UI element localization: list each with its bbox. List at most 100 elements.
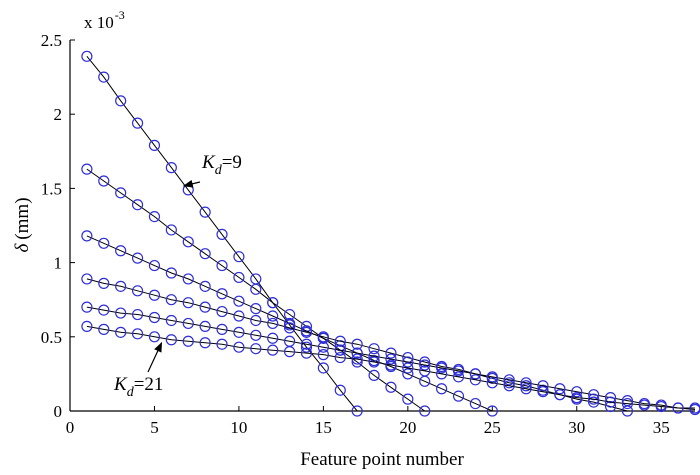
data-point: [486, 405, 498, 417]
data-point: [368, 369, 380, 381]
data-point: [250, 343, 262, 355]
data-point: [621, 397, 634, 410]
data-point: [317, 349, 329, 361]
data-point: [351, 353, 363, 365]
multiplier-exponent: -3: [115, 8, 125, 22]
data-point: [283, 322, 296, 334]
y-tick-label: 0: [54, 402, 63, 421]
data-point: [216, 323, 228, 335]
data-point: [267, 332, 279, 344]
data-point: [98, 304, 110, 316]
data-point: [385, 347, 397, 359]
x-axis-label: Feature point number: [300, 449, 464, 470]
series-4: [81, 273, 634, 417]
multiplier-base: x 10: [84, 13, 114, 32]
x-tick-label: 0: [66, 418, 75, 437]
data-point: [131, 328, 144, 340]
data-point: [351, 405, 363, 417]
data-point: [419, 405, 431, 417]
y-axis-label: δ (mm): [12, 197, 33, 252]
data-point: [199, 280, 211, 292]
series-6: [81, 320, 700, 414]
data-point: [469, 397, 482, 410]
data-point: [148, 311, 161, 324]
data-point: [385, 381, 397, 393]
annotation-arrow-kd-21: [147, 341, 163, 373]
data-point: [537, 380, 549, 392]
data-point: [621, 395, 634, 407]
data-point: [199, 206, 211, 218]
data-point: [283, 308, 296, 321]
axis-multiplier: x 10-3: [84, 8, 125, 32]
data-point: [368, 350, 380, 362]
y-tick-label: 0.5: [41, 328, 62, 347]
data-point: [81, 163, 93, 175]
data-point: [165, 314, 177, 327]
data-point: [436, 368, 448, 380]
data-point: [233, 341, 245, 353]
data-point: [334, 351, 346, 364]
data-point: [334, 340, 346, 352]
series-line: [86, 55, 358, 412]
data-point: [402, 393, 414, 405]
annotation-arrow-kd-9: [182, 179, 201, 188]
series-line: [86, 168, 425, 412]
data-point: [452, 390, 465, 402]
data-point: [351, 347, 363, 359]
data-point: [199, 248, 211, 260]
y-tick-label: 1.5: [41, 179, 62, 198]
data-point: [300, 338, 313, 350]
data-point: [115, 95, 127, 107]
data-point: [165, 224, 177, 236]
data-point: [604, 392, 617, 404]
data-point: [216, 338, 228, 350]
data-point: [267, 317, 279, 330]
data-point: [250, 314, 262, 327]
data-point: [402, 362, 414, 374]
y-tick-label: 1: [54, 254, 63, 273]
data-point: [165, 267, 177, 279]
data-point: [250, 283, 262, 295]
data-point: [81, 50, 93, 62]
data-point: [131, 308, 144, 321]
x-ticks: 0 5 10 15 20 25 30 35: [66, 406, 670, 437]
data-point: [520, 380, 532, 392]
data-point: [81, 230, 93, 242]
plot-frame: [69, 40, 695, 412]
data-point: [334, 384, 346, 396]
data-point: [503, 380, 515, 392]
data-point: [115, 187, 127, 199]
data-point: [402, 368, 414, 380]
annotation-kd-21: Kd=21: [113, 341, 163, 400]
data-point: [98, 277, 110, 289]
data-point: [233, 326, 245, 338]
data-point: [216, 259, 228, 272]
data-point: [182, 273, 194, 285]
data-point: [604, 400, 617, 413]
data-point: [148, 331, 161, 343]
data-point: [199, 320, 211, 333]
data-point: [317, 362, 329, 374]
data-point: [250, 329, 262, 341]
data-point: [233, 271, 245, 284]
y-axis-symbol: δ: [12, 243, 33, 253]
data-point: [216, 288, 228, 300]
x-tick-label: 15: [315, 418, 332, 437]
data-point: [216, 228, 228, 241]
data-point: [233, 295, 245, 307]
data-point: [98, 71, 110, 83]
data-point: [165, 162, 177, 174]
data-point: [402, 356, 414, 368]
data-point: [351, 338, 363, 350]
data-point: [436, 362, 448, 374]
data-point: [182, 236, 194, 248]
data-point: [385, 359, 397, 371]
data-point: [317, 341, 329, 353]
y-tick-label: 2.5: [41, 31, 62, 50]
data-point: [98, 323, 110, 335]
data-point: [131, 285, 144, 297]
data-point: [81, 273, 93, 285]
data-point: [588, 389, 600, 401]
y-tick-label: 2: [54, 105, 63, 124]
